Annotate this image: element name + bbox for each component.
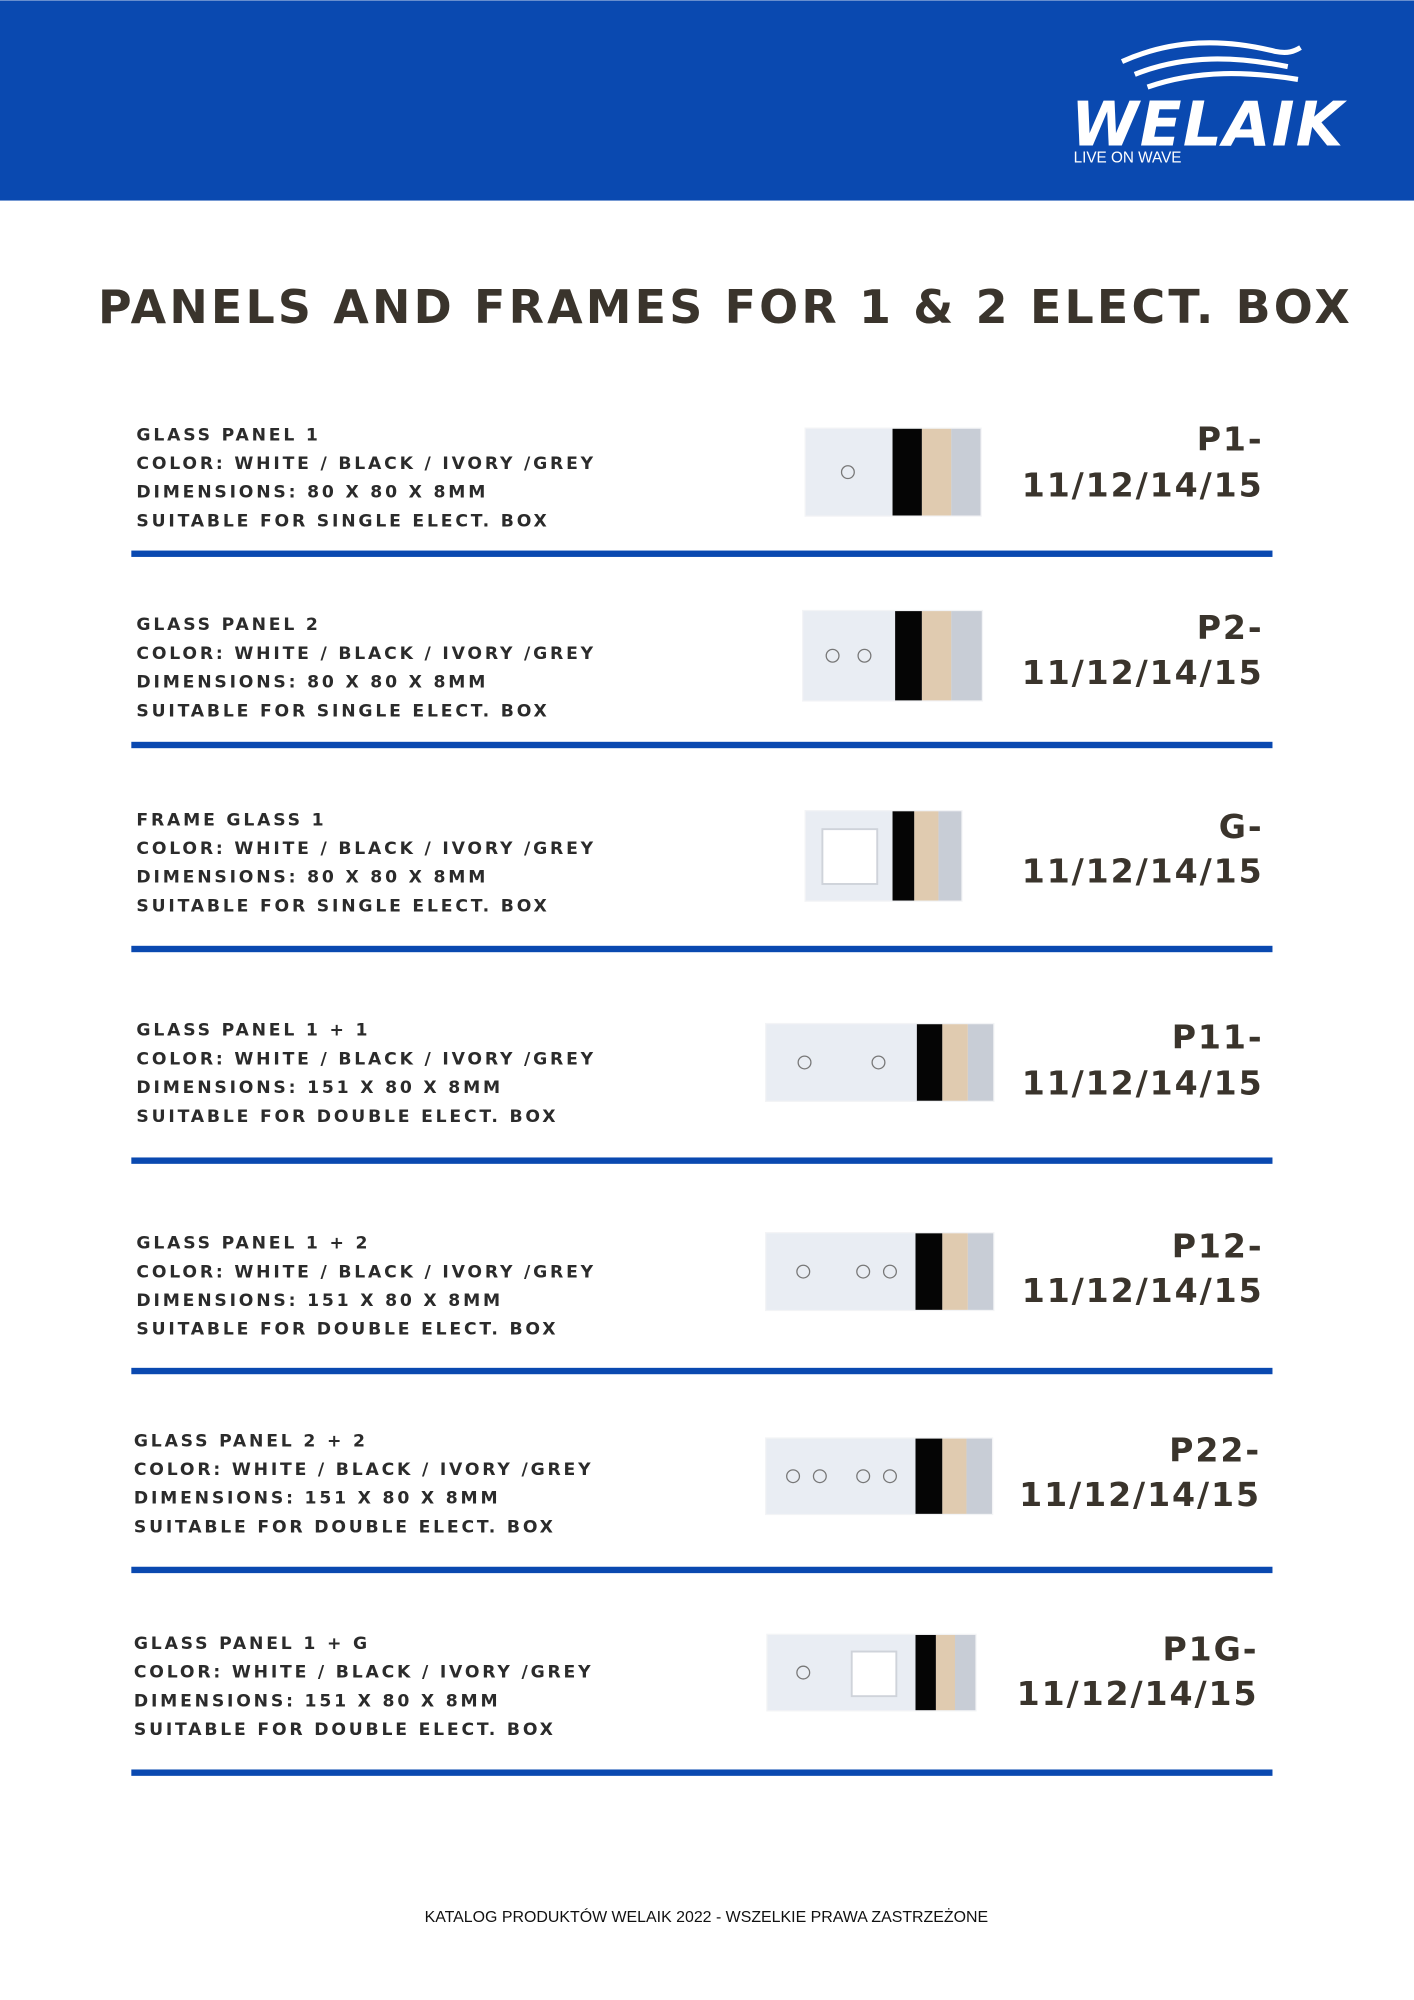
panel-color	[766, 1438, 916, 1514]
divider	[131, 1566, 1273, 1574]
panel-color	[805, 428, 893, 516]
divider	[131, 945, 1273, 953]
switch-dot	[812, 1469, 827, 1484]
spec-line: COLOR: WHITE / BLACK / IVORY /GREY	[136, 1262, 595, 1282]
spec-line: DIMENSIONS: 80 X 80 X 8MM	[136, 673, 488, 693]
footer: KATALOG PRODUKTÓW WELAIK 2022 - WSZELKIE…	[425, 1907, 989, 1926]
switch-dot	[882, 1264, 897, 1279]
spec-line: SUITABLE FOR DOUBLE ELECT. BOX	[136, 1320, 558, 1340]
product-code: P1-	[1197, 419, 1264, 458]
product-code: G-	[1219, 807, 1264, 846]
spec-line: COLOR: WHITE / BLACK / IVORY /GREY	[134, 1663, 593, 1683]
switch-dot	[857, 648, 872, 663]
spec-line: COLOR: WHITE / BLACK / IVORY /GREY	[134, 1460, 593, 1480]
divider	[131, 1769, 1273, 1776]
spec-line: COLOR: WHITE / BLACK / IVORY /GREY	[136, 839, 595, 859]
spec-line: DIMENSIONS: 80 X 80 X 8MM	[136, 868, 488, 888]
spec-line: COLOR: WHITE / BLACK / IVORY /GREY	[136, 1049, 595, 1069]
logo: WELAIK	[1071, 90, 1348, 161]
spec-line: GLASS PANEL 1 + G	[134, 1634, 370, 1654]
product-code: 11/12/14/15	[1019, 1475, 1261, 1514]
panel-color	[935, 1634, 955, 1711]
panel-color	[951, 428, 981, 516]
panel-color	[921, 611, 952, 701]
product-code: 11/12/14/15	[1017, 1674, 1259, 1713]
spec-line: COLOR: WHITE / BLACK / IVORY /GREY	[136, 644, 595, 664]
product-code: 11/12/14/15	[1022, 653, 1264, 692]
switch-dot	[797, 1055, 812, 1070]
spec-line: GLASS PANEL 2	[136, 615, 320, 635]
spec-line: GLASS PANEL 1 + 1	[136, 1021, 370, 1041]
product-code: P1G-	[1162, 1629, 1258, 1668]
switch-dot	[840, 465, 855, 480]
spec-line: SUITABLE FOR SINGLE ELECT. BOX	[136, 511, 549, 531]
switch-dot	[856, 1469, 871, 1484]
spec-line: SUITABLE FOR DOUBLE ELECT. BOX	[134, 1517, 556, 1537]
spec-line: DIMENSIONS: 151 X 80 X 8MM	[136, 1078, 503, 1098]
panel-color	[967, 1233, 994, 1310]
product-code: 11/12/14/15	[1022, 1271, 1264, 1310]
switch-dot	[825, 648, 840, 663]
logo-waves	[1120, 40, 1302, 90]
spec-line: SUITABLE FOR SINGLE ELECT. BOX	[136, 701, 549, 721]
spec-line: SUITABLE FOR DOUBLE ELECT. BOX	[136, 1107, 558, 1127]
panel-color	[916, 1024, 943, 1101]
switch-dot	[786, 1469, 801, 1484]
divider	[131, 1157, 1273, 1164]
panel-color	[915, 1634, 936, 1711]
panel-color	[938, 811, 962, 901]
divider	[131, 1367, 1273, 1375]
panel-color	[892, 811, 915, 901]
panel-color	[942, 1233, 968, 1310]
panel-color	[895, 611, 922, 701]
panel-color	[967, 1024, 994, 1101]
product-code: P11-	[1172, 1017, 1264, 1056]
header-band	[0, 0, 1414, 201]
product-code: 11/12/14/15	[1022, 852, 1264, 891]
panel-color	[951, 611, 982, 701]
frame-opening	[821, 828, 879, 885]
spec-line: DIMENSIONS: 80 X 80 X 8MM	[136, 483, 488, 503]
tagline: LIVE ON WAVE	[1074, 149, 1182, 166]
spec-line: DIMENSIONS: 151 X 80 X 8MM	[136, 1291, 503, 1311]
spec-line: SUITABLE FOR SINGLE ELECT. BOX	[136, 896, 549, 916]
switch-dot	[796, 1264, 811, 1279]
panel-color	[766, 1024, 917, 1101]
panel-color	[914, 811, 939, 901]
spec-line: GLASS PANEL 1	[136, 425, 320, 445]
switch-dot	[796, 1665, 811, 1680]
product-code: 11/12/14/15	[1022, 465, 1264, 504]
switch-dot	[856, 1264, 871, 1279]
spec-line: COLOR: WHITE / BLACK / IVORY /GREY	[136, 454, 595, 474]
spec-line: SUITABLE FOR DOUBLE ELECT. BOX	[134, 1720, 556, 1740]
panel-color	[921, 428, 952, 516]
panel-color	[915, 1233, 943, 1310]
page-title: PANELS AND FRAMES FOR 1 & 2 ELECT. BOX	[98, 280, 1353, 334]
panel-color	[954, 1634, 976, 1711]
panel-color	[766, 1233, 916, 1310]
spec-line: DIMENSIONS: 151 X 80 X 8MM	[134, 1691, 501, 1711]
product-code: P2-	[1197, 608, 1264, 647]
switch-dot	[882, 1469, 897, 1484]
product-code: P22-	[1169, 1431, 1261, 1470]
panel-color	[803, 611, 896, 701]
product-code: 11/12/14/15	[1022, 1063, 1264, 1102]
panel-color	[942, 1024, 968, 1101]
panel-color	[942, 1438, 967, 1514]
product-code: P12-	[1172, 1227, 1264, 1266]
switch-dot	[871, 1055, 886, 1070]
spec-line: GLASS PANEL 1 + 2	[136, 1234, 370, 1254]
panel-color	[915, 1438, 943, 1514]
frame-opening	[850, 1650, 898, 1698]
spec-line: FRAME GLASS 1	[136, 810, 326, 830]
divider	[131, 741, 1273, 749]
divider	[131, 550, 1273, 557]
spec-line: DIMENSIONS: 151 X 80 X 8MM	[134, 1489, 501, 1509]
panel-color	[966, 1438, 992, 1514]
spec-line: GLASS PANEL 2 + 2	[134, 1431, 368, 1451]
panel-color	[892, 428, 922, 516]
